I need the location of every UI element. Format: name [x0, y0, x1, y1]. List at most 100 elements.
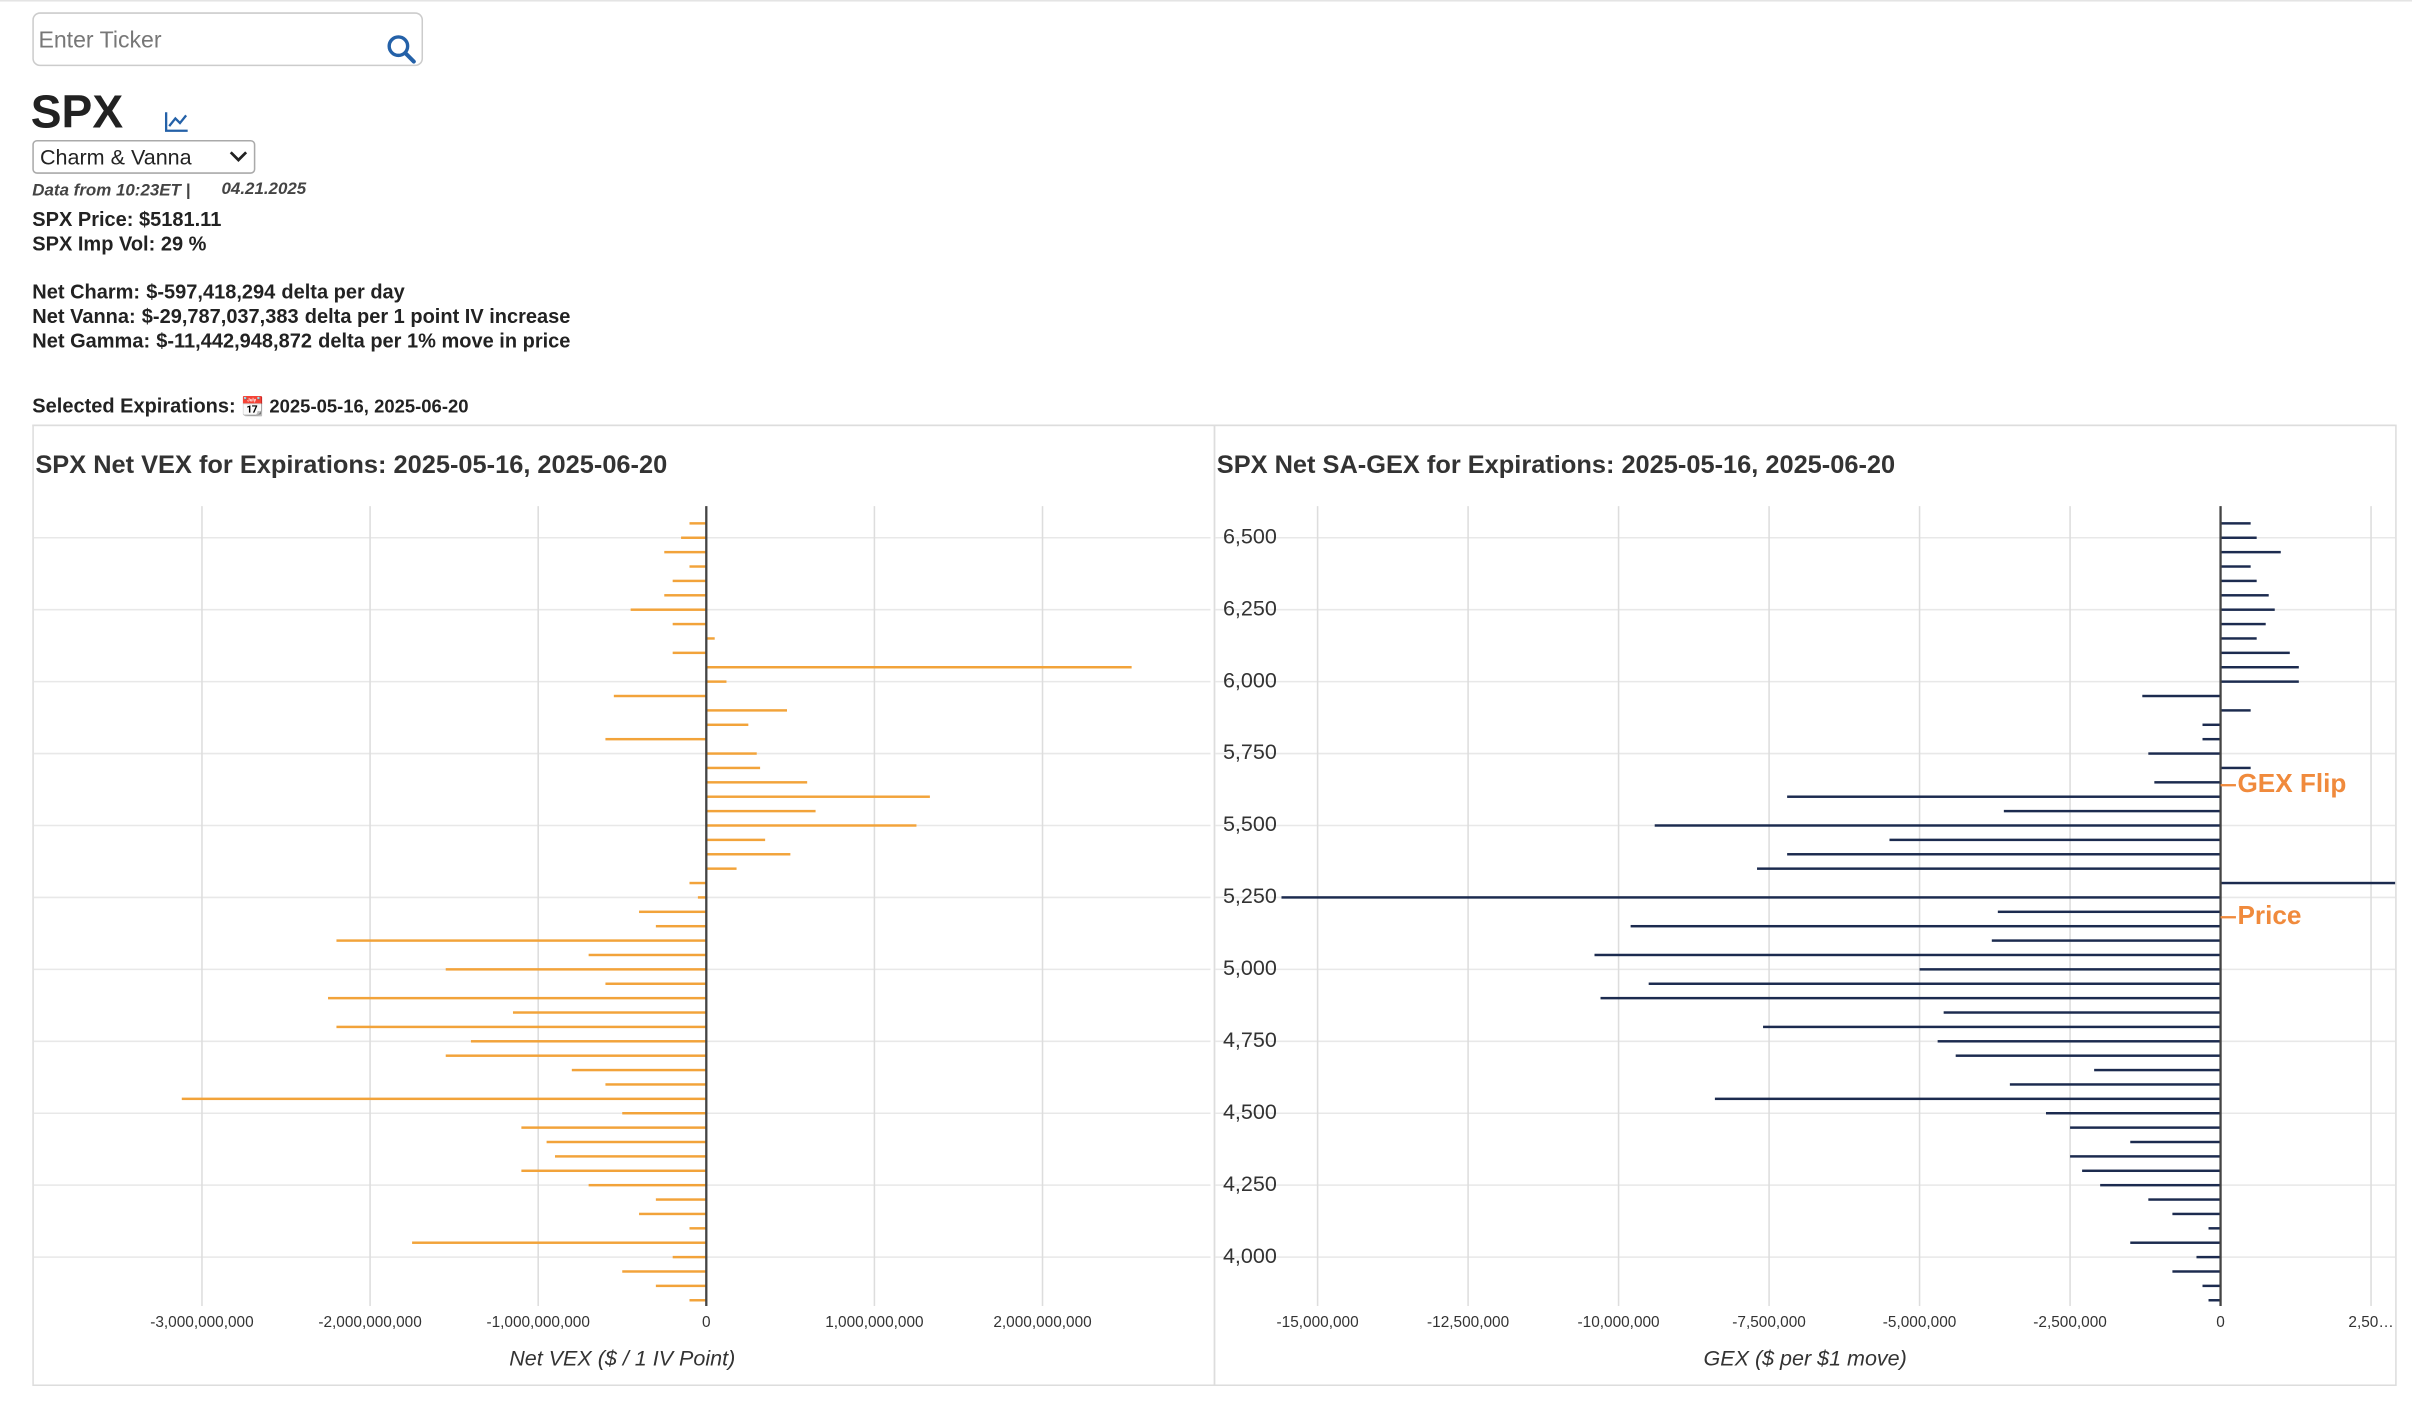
bar: [1787, 853, 2221, 856]
x-tick-label: 2,000,000,000: [993, 1314, 1091, 1331]
expirations-label: Selected Expirations:: [32, 393, 236, 417]
iv-line: SPX Imp Vol: 29 %: [32, 232, 207, 256]
x-tick-label: -10,000,000: [1578, 1314, 1660, 1331]
bar: [2009, 1083, 2221, 1086]
chart-icon[interactable]: [164, 111, 190, 133]
bar: [2148, 1198, 2221, 1201]
bar: [2148, 752, 2221, 755]
x-tick-label: -1,000,000,000: [486, 1314, 589, 1331]
expirations: Selected Expirations: 📆 2025-05-16, 2025…: [32, 394, 468, 417]
bar: [2130, 1140, 2221, 1144]
bar: [706, 752, 757, 755]
bar: [2100, 1183, 2221, 1187]
bar: [2220, 766, 2251, 770]
bar: [1991, 939, 2221, 942]
y-tick-label: 5,250: [1223, 884, 1277, 908]
bar: [672, 651, 707, 655]
expirations-value: 📆 2025-05-16, 2025-06-20: [241, 395, 469, 417]
y-tick-label: 6,000: [1223, 668, 1277, 692]
greek-label: Net Gamma:: [32, 329, 151, 353]
bar: [336, 1025, 707, 1029]
bar: [328, 996, 707, 1000]
x-tick-label: -2,000,000,000: [318, 1314, 421, 1331]
bar: [546, 1140, 707, 1144]
bar: [571, 1068, 707, 1072]
bar: [588, 953, 707, 957]
greek-line: Net Charm: $-597,418,294 delta per day: [32, 280, 570, 303]
annotation: GEX Flip: [2237, 768, 2346, 798]
data-from: Data from 10:23ET |: [32, 181, 191, 200]
bar: [706, 766, 761, 770]
bar: [2094, 1068, 2221, 1072]
bar: [689, 1299, 707, 1302]
bar: [689, 565, 707, 568]
bar: [672, 1255, 707, 1259]
bar: [2220, 579, 2257, 583]
panel-right: [1213, 424, 2397, 1387]
bar: [2045, 1112, 2221, 1115]
price-line: SPX Price: $5181.11: [32, 207, 222, 231]
y-tick-label: 6,250: [1223, 596, 1277, 620]
y-tick-label: 5,500: [1223, 812, 1277, 836]
bar: [706, 781, 808, 784]
bar: [1919, 968, 2221, 971]
bar: [554, 1155, 707, 1158]
bar: [2172, 1270, 2221, 1273]
bar: [1763, 1025, 2221, 1029]
bar: [706, 666, 1132, 669]
x-tick-label: 2,50…: [2348, 1314, 2393, 1331]
chart-title: SPX Net SA-GEX for Expirations: 2025-05-…: [1217, 451, 1895, 479]
x-tick-label: -7,500,000: [1732, 1314, 1806, 1331]
bar: [689, 1227, 707, 1230]
x-tick-label: 0: [702, 1314, 711, 1331]
bar: [655, 924, 707, 928]
greek-label: Net Charm:: [32, 279, 141, 304]
bar: [445, 968, 707, 971]
dropdown-arrow: [229, 151, 248, 162]
bar: [1757, 867, 2221, 870]
ticker-search[interactable]: Enter Ticker: [32, 12, 424, 67]
annotation: Price: [2237, 900, 2301, 930]
bar: [672, 579, 707, 583]
bar: [1630, 924, 2221, 928]
bar: [706, 723, 749, 727]
bar: [664, 550, 707, 554]
bar: [2220, 550, 2281, 554]
y-tick-label: 5,000: [1223, 956, 1277, 980]
x-tick-label: -2,500,000: [2033, 1314, 2107, 1331]
bar: [412, 1241, 707, 1244]
bar: [2070, 1155, 2221, 1158]
bar: [2220, 536, 2257, 539]
mode-select-value: Charm & Vanna: [39, 144, 192, 170]
bar: [1955, 1054, 2221, 1057]
bar: [706, 853, 791, 856]
x-tick-label: 1,000,000,000: [825, 1314, 923, 1331]
greeks: Net Charm: $-597,418,294 delta per day Net …: [32, 280, 570, 354]
bar: [639, 910, 707, 914]
search-icon[interactable]: [386, 34, 417, 65]
bar: [605, 737, 707, 741]
bar: [2220, 651, 2290, 655]
search-placeholder: Enter Ticker: [38, 27, 162, 54]
ticker: SPX: [30, 87, 124, 139]
mode-select[interactable]: Charm & Vanna: [32, 139, 256, 174]
bar: [2208, 1299, 2221, 1302]
plot: [1215, 506, 2396, 1307]
bar: [622, 1270, 707, 1273]
data-date: 04.21.2025: [221, 179, 307, 199]
bar: [2220, 709, 2251, 712]
bar: [706, 795, 930, 798]
bar: [2003, 809, 2221, 813]
bar: [706, 637, 715, 640]
x-tick-label: 0: [2216, 1314, 2225, 1331]
greek-value: $-597,418,294: [146, 279, 276, 304]
bar: [2130, 1241, 2221, 1244]
bar: [445, 1054, 707, 1057]
bar: [706, 680, 727, 683]
bar: [521, 1169, 707, 1173]
bar: [706, 867, 737, 870]
bar: [622, 1112, 707, 1115]
bar: [605, 982, 707, 985]
bar: [1997, 910, 2221, 914]
